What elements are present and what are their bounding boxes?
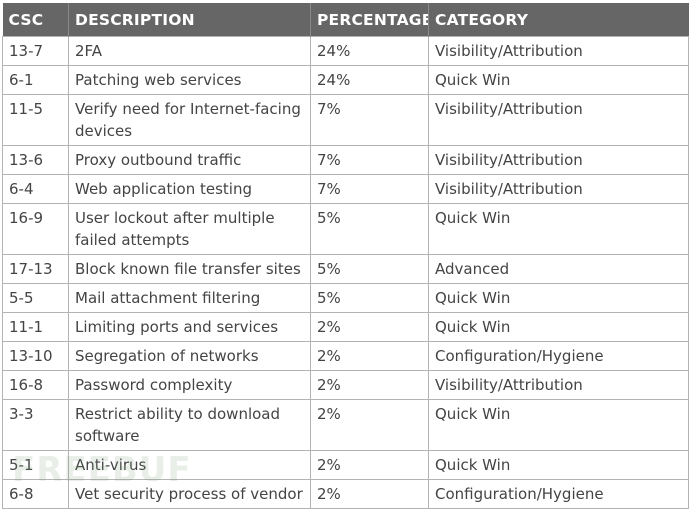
cell-category: Configuration/Hygiene bbox=[428, 341, 689, 371]
cell-csc: 6-1 bbox=[2, 65, 69, 95]
table-row: 16-8 Password complexity 2% Visibility/Attr… bbox=[2, 370, 689, 400]
cell-category: Visibility/Attribution bbox=[428, 174, 689, 204]
cell-description: Anti-virus bbox=[68, 450, 311, 480]
cell-percentage: 2% bbox=[310, 450, 429, 480]
cell-description: User lockout after multiple failed attem… bbox=[68, 203, 311, 255]
cell-percentage: 2% bbox=[310, 479, 429, 509]
cell-category: Visibility/Attribution bbox=[428, 370, 689, 400]
cell-description: Proxy outbound traffic bbox=[68, 145, 311, 175]
csc-table: CSC DESCRIPTION PERCENTAGE CATEGORY 13-7… bbox=[2, 3, 689, 509]
cell-description: Web application testing bbox=[68, 174, 311, 204]
cell-description: Restrict ability to download software bbox=[68, 399, 311, 451]
cell-category: Advanced bbox=[428, 254, 689, 284]
cell-category: Quick Win bbox=[428, 283, 689, 313]
cell-percentage: 2% bbox=[310, 312, 429, 342]
cell-percentage: 5% bbox=[310, 203, 429, 255]
cell-percentage: 24% bbox=[310, 65, 429, 95]
cell-percentage: 2% bbox=[310, 341, 429, 371]
cell-description: Block known file transfer sites bbox=[68, 254, 311, 284]
cell-category: Configuration/Hygiene bbox=[428, 479, 689, 509]
header-description: DESCRIPTION bbox=[68, 3, 311, 37]
header-csc: CSC bbox=[2, 3, 69, 37]
cell-percentage: 5% bbox=[310, 283, 429, 313]
cell-csc: 13-7 bbox=[2, 36, 69, 66]
table-row: 16-9 User lockout after multiple failed a… bbox=[2, 203, 689, 255]
cell-description: Vet security process of vendor bbox=[68, 479, 311, 509]
cell-csc: 16-9 bbox=[2, 203, 69, 255]
cell-csc: 3-3 bbox=[2, 399, 69, 451]
cell-percentage: 7% bbox=[310, 174, 429, 204]
cell-csc: 16-8 bbox=[2, 370, 69, 400]
cell-percentage: 5% bbox=[310, 254, 429, 284]
header-percentage: PERCENTAGE bbox=[310, 3, 429, 37]
cell-csc: 6-4 bbox=[2, 174, 69, 204]
cell-csc: 13-10 bbox=[2, 341, 69, 371]
cell-category: Visibility/Attribution bbox=[428, 94, 689, 146]
table-row: 11-5 Verify need for Internet-facing devi… bbox=[2, 94, 689, 146]
cell-csc: 11-1 bbox=[2, 312, 69, 342]
cell-description: Segregation of networks bbox=[68, 341, 311, 371]
table-row: 6-8 Vet security process of vendor 2% Confi… bbox=[2, 479, 689, 509]
cell-csc: 5-5 bbox=[2, 283, 69, 313]
table-row: 6-4 Web application testing 7% Visibility/A… bbox=[2, 174, 689, 204]
cell-category: Quick Win bbox=[428, 312, 689, 342]
cell-category: Quick Win bbox=[428, 450, 689, 480]
table-row: 3-3 Restrict ability to download software… bbox=[2, 399, 689, 451]
table-row: 6-1 Patching web services 24% Quick Win bbox=[2, 65, 689, 95]
cell-description: Verify need for Internet-facing devices bbox=[68, 94, 311, 146]
cell-category: Quick Win bbox=[428, 203, 689, 255]
header-category: CATEGORY bbox=[428, 3, 689, 37]
table-row: 11-1 Limiting ports and services 2% Quick W… bbox=[2, 312, 689, 342]
table-row: 5-1 Anti-virus 2% Quick Win bbox=[2, 450, 689, 480]
cell-category: Visibility/Attribution bbox=[428, 145, 689, 175]
table-row: 13-10 Segregation of networks 2% Configurat… bbox=[2, 341, 689, 371]
cell-percentage: 7% bbox=[310, 94, 429, 146]
cell-category: Visibility/Attribution bbox=[428, 36, 689, 66]
table-body: 13-7 2FA 24% Visibility/Attribution 6-1 Patch… bbox=[2, 36, 689, 509]
cell-description: Password complexity bbox=[68, 370, 311, 400]
cell-description: Limiting ports and services bbox=[68, 312, 311, 342]
cell-csc: 11-5 bbox=[2, 94, 69, 146]
cell-category: Quick Win bbox=[428, 65, 689, 95]
table-row: 13-7 2FA 24% Visibility/Attribution bbox=[2, 36, 689, 66]
cell-percentage: 24% bbox=[310, 36, 429, 66]
cell-csc: 6-8 bbox=[2, 479, 69, 509]
cell-percentage: 2% bbox=[310, 399, 429, 451]
cell-csc: 17-13 bbox=[2, 254, 69, 284]
table-header: CSC DESCRIPTION PERCENTAGE CATEGORY bbox=[2, 3, 689, 37]
table-row: 13-6 Proxy outbound traffic 7% Visibility/A… bbox=[2, 145, 689, 175]
cell-csc: 5-1 bbox=[2, 450, 69, 480]
table-row: 5-5 Mail attachment filtering 5% Quick Win bbox=[2, 283, 689, 313]
cell-description: Mail attachment filtering bbox=[68, 283, 311, 313]
cell-category: Quick Win bbox=[428, 399, 689, 451]
table-row: 17-13 Block known file transfer sites 5% Ad… bbox=[2, 254, 689, 284]
header-row: CSC DESCRIPTION PERCENTAGE CATEGORY bbox=[2, 3, 689, 37]
cell-description: 2FA bbox=[68, 36, 311, 66]
cell-csc: 13-6 bbox=[2, 145, 69, 175]
cell-description: Patching web services bbox=[68, 65, 311, 95]
cell-percentage: 2% bbox=[310, 370, 429, 400]
cell-percentage: 7% bbox=[310, 145, 429, 175]
